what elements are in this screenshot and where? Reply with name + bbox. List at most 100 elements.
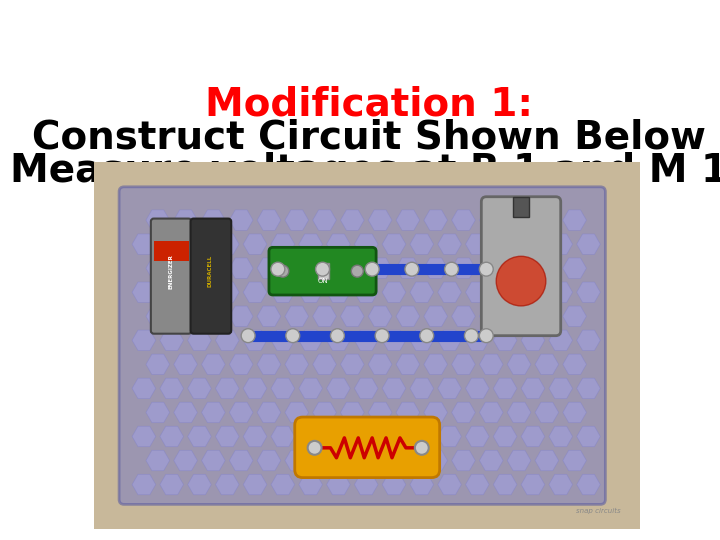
Polygon shape [563, 354, 586, 375]
Polygon shape [188, 426, 211, 447]
Polygon shape [382, 282, 406, 302]
Polygon shape [424, 258, 448, 279]
Polygon shape [535, 210, 559, 231]
Polygon shape [230, 210, 253, 231]
Polygon shape [424, 402, 448, 423]
FancyBboxPatch shape [294, 417, 440, 477]
Polygon shape [480, 402, 503, 423]
Polygon shape [549, 378, 572, 399]
Polygon shape [174, 450, 197, 471]
Circle shape [330, 329, 344, 342]
Polygon shape [354, 378, 378, 399]
Polygon shape [243, 426, 267, 447]
Polygon shape [257, 210, 281, 231]
Polygon shape [312, 306, 336, 327]
Polygon shape [451, 402, 475, 423]
Polygon shape [354, 426, 378, 447]
Polygon shape [466, 234, 489, 254]
Polygon shape [230, 306, 253, 327]
Polygon shape [160, 426, 184, 447]
Polygon shape [382, 426, 406, 447]
Polygon shape [396, 306, 420, 327]
Polygon shape [215, 426, 239, 447]
Polygon shape [396, 210, 420, 231]
Polygon shape [299, 378, 323, 399]
Text: DURACELL: DURACELL [208, 255, 213, 287]
Polygon shape [563, 306, 586, 327]
Polygon shape [521, 330, 545, 350]
Polygon shape [507, 402, 531, 423]
Polygon shape [215, 234, 239, 254]
FancyBboxPatch shape [191, 219, 231, 334]
Polygon shape [438, 378, 462, 399]
Polygon shape [188, 282, 211, 302]
Polygon shape [369, 450, 392, 471]
Polygon shape [271, 330, 294, 350]
Polygon shape [188, 378, 211, 399]
Text: ENERGIZER: ENERGIZER [168, 254, 174, 288]
Polygon shape [299, 426, 323, 447]
Polygon shape [549, 330, 572, 350]
Polygon shape [188, 474, 211, 495]
Polygon shape [146, 306, 170, 327]
Polygon shape [146, 258, 170, 279]
Polygon shape [396, 402, 420, 423]
Polygon shape [410, 474, 433, 495]
Polygon shape [451, 210, 475, 231]
Polygon shape [132, 234, 156, 254]
Polygon shape [271, 234, 294, 254]
Polygon shape [535, 354, 559, 375]
Polygon shape [257, 306, 281, 327]
Polygon shape [493, 378, 517, 399]
Polygon shape [230, 258, 253, 279]
Polygon shape [382, 378, 406, 399]
Circle shape [480, 262, 493, 276]
Polygon shape [230, 402, 253, 423]
Bar [513, 197, 529, 217]
Bar [154, 241, 189, 261]
Polygon shape [535, 306, 559, 327]
Polygon shape [132, 282, 156, 302]
Polygon shape [535, 402, 559, 423]
Polygon shape [396, 258, 420, 279]
Polygon shape [146, 450, 170, 471]
Polygon shape [535, 450, 559, 471]
Circle shape [241, 329, 255, 342]
Polygon shape [480, 306, 503, 327]
Polygon shape [202, 306, 225, 327]
Circle shape [415, 441, 428, 455]
Text: Modification 1:: Modification 1: [205, 85, 533, 124]
Polygon shape [369, 354, 392, 375]
Circle shape [405, 262, 419, 276]
Polygon shape [299, 474, 323, 495]
Polygon shape [132, 426, 156, 447]
Circle shape [271, 262, 285, 276]
Circle shape [315, 262, 330, 276]
Polygon shape [132, 474, 156, 495]
Polygon shape [535, 258, 559, 279]
Polygon shape [271, 474, 294, 495]
Polygon shape [369, 210, 392, 231]
Polygon shape [341, 210, 364, 231]
FancyBboxPatch shape [151, 219, 192, 334]
Polygon shape [354, 234, 378, 254]
Polygon shape [480, 258, 503, 279]
Polygon shape [466, 378, 489, 399]
Polygon shape [451, 450, 475, 471]
Polygon shape [174, 258, 197, 279]
Polygon shape [243, 282, 267, 302]
Circle shape [464, 329, 478, 342]
Polygon shape [188, 330, 211, 350]
Polygon shape [285, 258, 309, 279]
Polygon shape [174, 306, 197, 327]
Polygon shape [493, 282, 517, 302]
Polygon shape [243, 474, 267, 495]
Polygon shape [354, 282, 378, 302]
Polygon shape [507, 258, 531, 279]
Polygon shape [577, 378, 600, 399]
Polygon shape [521, 474, 545, 495]
Polygon shape [354, 474, 378, 495]
Polygon shape [396, 450, 420, 471]
Polygon shape [438, 234, 462, 254]
Polygon shape [521, 378, 545, 399]
